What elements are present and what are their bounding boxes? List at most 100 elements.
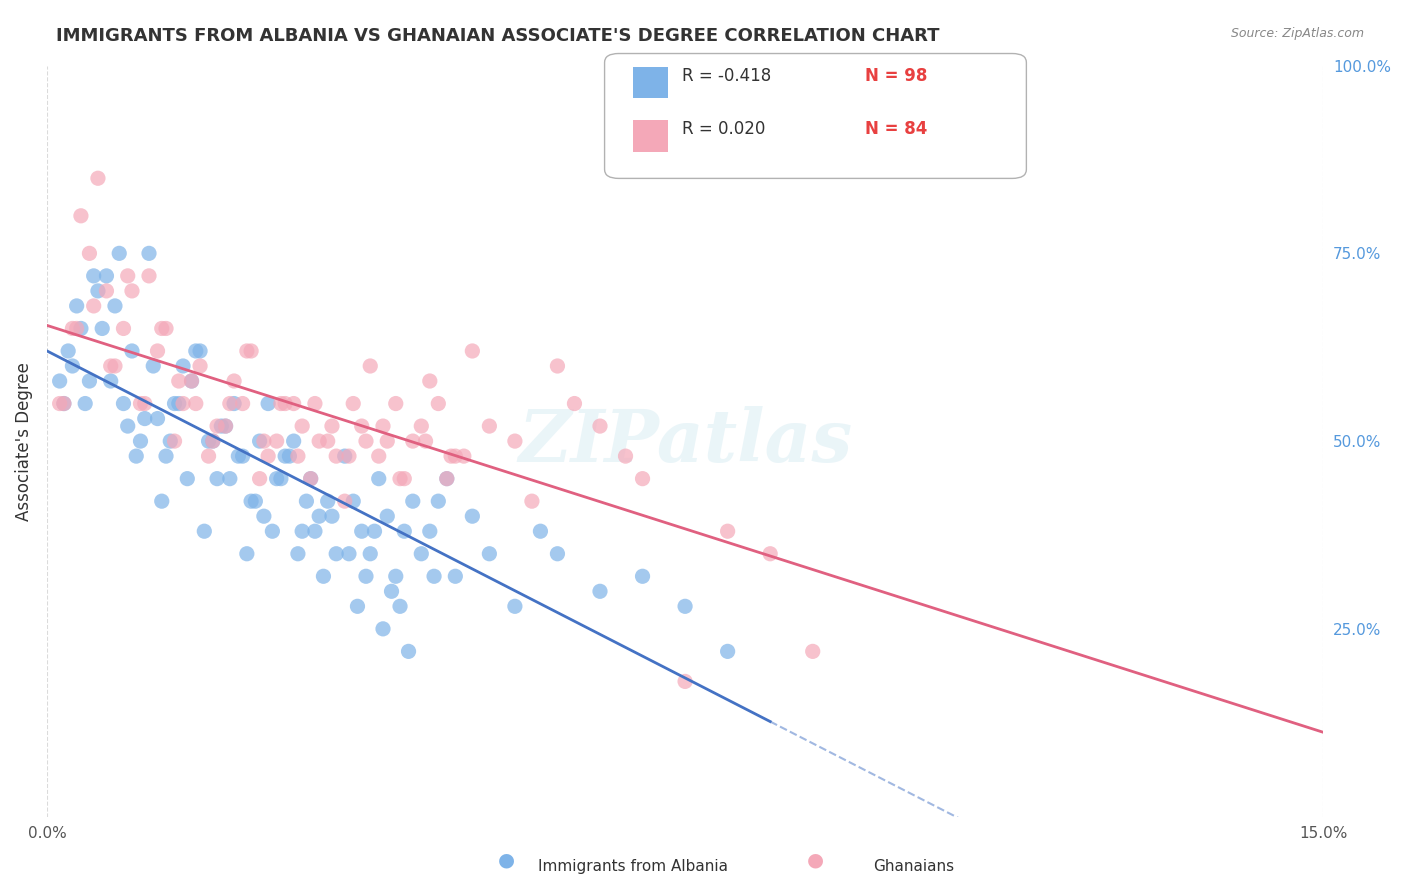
Point (245, 494, 267, 508)
Point (167, 374, 190, 388)
Point (52, 396, 75, 410)
Text: R = 0.020: R = 0.020 (682, 120, 765, 138)
Point (91, 321, 114, 335)
Y-axis label: Associate's Degree: Associate's Degree (15, 361, 32, 521)
Point (66, 299, 89, 313)
Point (56, 343, 79, 358)
Point (371, 622, 394, 636)
Point (163, 396, 186, 410)
Point (478, 547, 501, 561)
Point (48, 396, 70, 410)
Point (375, 434, 398, 449)
Point (266, 472, 288, 486)
Point (419, 524, 441, 539)
Point (201, 434, 224, 449)
Point (436, 472, 458, 486)
Point (333, 449, 356, 463)
Point (253, 509, 276, 524)
Point (402, 434, 425, 449)
Point (197, 434, 219, 449)
Point (100, 374, 122, 388)
Point (389, 472, 412, 486)
Point (359, 359, 381, 373)
Point (291, 419, 314, 434)
Point (112, 396, 135, 410)
Point (461, 343, 484, 358)
Point (134, 411, 156, 425)
Point (270, 472, 292, 486)
Point (402, 494, 425, 508)
Point (193, 524, 215, 539)
Point (188, 343, 211, 358)
Point (163, 434, 186, 449)
Point (96, 268, 118, 283)
Point (308, 509, 330, 524)
Point (236, 547, 259, 561)
Point (146, 411, 169, 425)
Point (444, 569, 467, 583)
Point (117, 419, 139, 434)
Point (384, 569, 406, 583)
Point (342, 396, 364, 410)
Text: Ghanaians: Ghanaians (873, 859, 955, 874)
Point (83, 268, 105, 283)
Point (249, 472, 271, 486)
Point (287, 547, 309, 561)
Point (529, 524, 551, 539)
Point (278, 449, 301, 463)
Point (427, 396, 450, 410)
Point (363, 524, 385, 539)
Point (172, 359, 194, 373)
Point (478, 419, 501, 434)
Point (631, 569, 654, 583)
Point (150, 494, 173, 508)
Point (134, 396, 156, 410)
Text: Source: ZipAtlas.com: Source: ZipAtlas.com (1230, 27, 1364, 40)
Point (375, 509, 398, 524)
Point (415, 434, 437, 449)
Point (801, 644, 824, 658)
Point (112, 321, 135, 335)
Point (304, 396, 326, 410)
Point (321, 509, 343, 524)
Point (218, 396, 240, 410)
Point (503, 434, 526, 449)
Point (138, 246, 160, 260)
Point (287, 449, 309, 463)
Point (325, 449, 347, 463)
Point (419, 374, 441, 388)
Point (444, 449, 467, 463)
Point (184, 396, 207, 410)
Point (104, 299, 127, 313)
Point (316, 434, 339, 449)
Point (214, 419, 236, 434)
Point (423, 569, 446, 583)
Point (249, 434, 271, 449)
Point (270, 396, 292, 410)
Point (342, 494, 364, 508)
Text: R = -0.418: R = -0.418 (682, 67, 770, 85)
Point (266, 434, 288, 449)
Point (79, 374, 101, 388)
Point (52, 396, 75, 410)
Point (333, 494, 356, 508)
Point (232, 449, 254, 463)
Point (180, 374, 202, 388)
Point (308, 434, 330, 449)
Point (87, 171, 110, 186)
Point (546, 359, 568, 373)
Point (155, 321, 177, 335)
Point (398, 644, 420, 658)
Point (440, 449, 463, 463)
Point (209, 419, 232, 434)
Text: N = 98: N = 98 (865, 67, 927, 85)
Point (240, 343, 263, 358)
Point (83, 299, 105, 313)
Point (350, 524, 373, 539)
Point (274, 396, 297, 410)
Point (717, 524, 740, 539)
Point (283, 396, 305, 410)
Point (673, 599, 696, 614)
Point (125, 449, 148, 463)
Point (503, 599, 526, 614)
